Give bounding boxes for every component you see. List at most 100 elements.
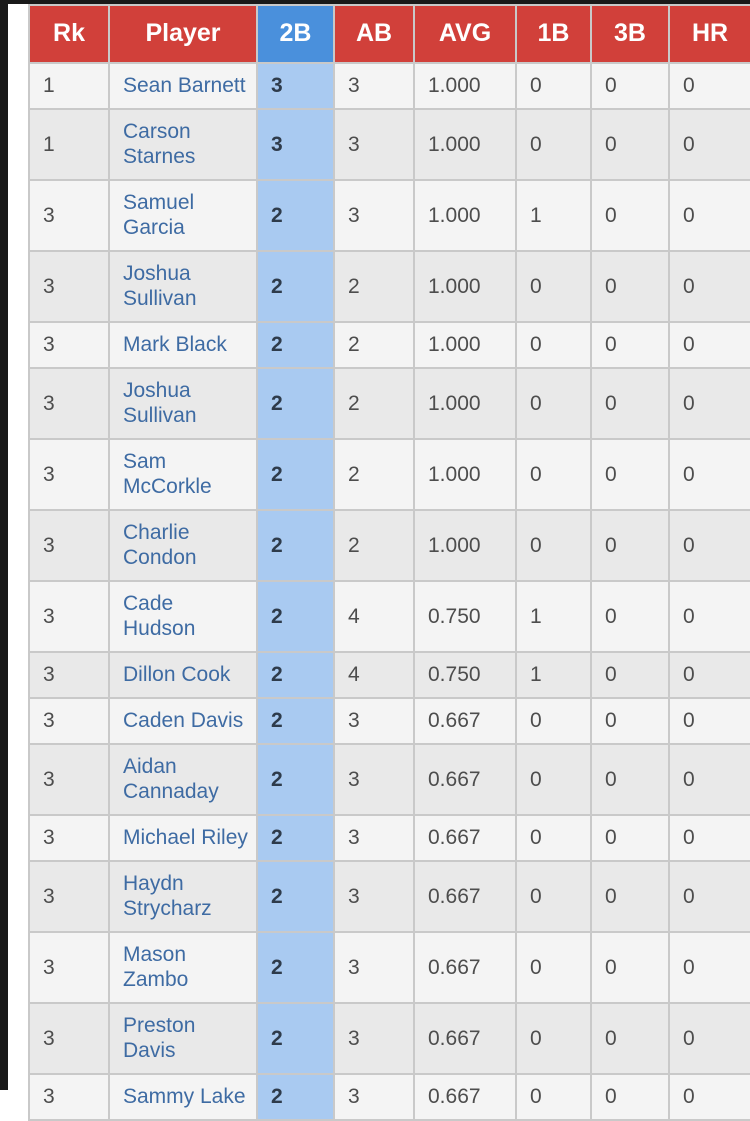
- cell-ab: 2: [333, 438, 415, 511]
- column-header-player[interactable]: Player: [108, 4, 258, 64]
- cell-3b: 0: [590, 509, 670, 582]
- cell-hr: 0: [668, 743, 750, 816]
- cell-rk: 1: [28, 62, 110, 110]
- cell-2b: 2: [256, 367, 335, 440]
- cell-2b: 2: [256, 651, 335, 699]
- cell-hr: 0: [668, 1002, 750, 1075]
- cell-ab: 3: [333, 814, 415, 862]
- cell-avg: 0.667: [413, 743, 517, 816]
- column-header-rk[interactable]: Rk: [28, 4, 110, 64]
- cell-hr: 0: [668, 250, 750, 323]
- cell-rk: 3: [28, 509, 110, 582]
- cell-hr: 0: [668, 580, 750, 653]
- cell-player: Sammy Lake: [108, 1073, 258, 1121]
- cell-rk: 3: [28, 1002, 110, 1075]
- cell-player: Sean Barnett: [108, 62, 258, 110]
- cell-2b: 2: [256, 860, 335, 933]
- cell-player: Michael Riley: [108, 814, 258, 862]
- cell-ab: 3: [333, 743, 415, 816]
- player-link[interactable]: Haydn Strycharz: [123, 872, 212, 920]
- cell-3b: 0: [590, 860, 670, 933]
- column-header-1b[interactable]: 1B: [515, 4, 592, 64]
- cell-2b: 2: [256, 814, 335, 862]
- cell-2b: 2: [256, 250, 335, 323]
- cell-hr: 0: [668, 651, 750, 699]
- column-header-hr[interactable]: HR: [668, 4, 750, 64]
- cell-player: Mark Black: [108, 321, 258, 369]
- cell-avg: 0.667: [413, 1073, 517, 1121]
- player-link[interactable]: Dillon Cook: [123, 663, 231, 686]
- cell-player: Carson Starnes: [108, 108, 258, 181]
- cell-2b: 2: [256, 743, 335, 816]
- cell-ab: 3: [333, 1073, 415, 1121]
- cell-2b: 2: [256, 321, 335, 369]
- player-link[interactable]: Preston Davis: [123, 1014, 196, 1062]
- table-row: 3 Dillon Cook 2 4 0.750 1 0 0: [28, 651, 750, 699]
- player-link[interactable]: Sammy Lake: [123, 1085, 246, 1108]
- cell-rk: 3: [28, 931, 110, 1004]
- cell-ab: 4: [333, 580, 415, 653]
- cell-avg: 0.667: [413, 860, 517, 933]
- player-link[interactable]: Michael Riley: [123, 826, 248, 849]
- cell-3b: 0: [590, 697, 670, 745]
- cell-avg: 1.000: [413, 438, 517, 511]
- player-link[interactable]: Carson Starnes: [123, 120, 196, 168]
- cell-avg: 1.000: [413, 179, 517, 252]
- cell-player: Joshua Sullivan: [108, 367, 258, 440]
- cell-rk: 3: [28, 1073, 110, 1121]
- cell-avg: 1.000: [413, 62, 517, 110]
- cell-1b: 0: [515, 509, 592, 582]
- cell-hr: 0: [668, 179, 750, 252]
- cell-player: Joshua Sullivan: [108, 250, 258, 323]
- cell-ab: 3: [333, 1002, 415, 1075]
- player-link[interactable]: Samuel Garcia: [123, 191, 195, 239]
- player-link[interactable]: Sean Barnett: [123, 74, 246, 97]
- cell-hr: 0: [668, 108, 750, 181]
- player-link[interactable]: Mason Zambo: [123, 943, 189, 991]
- cell-player: Samuel Garcia: [108, 179, 258, 252]
- player-link[interactable]: Sam McCorkle: [123, 450, 212, 498]
- column-header-3b[interactable]: 3B: [590, 4, 670, 64]
- cell-ab: 2: [333, 509, 415, 582]
- cell-player: Charlie Condon: [108, 509, 258, 582]
- cell-ab: 2: [333, 367, 415, 440]
- cell-rk: 3: [28, 697, 110, 745]
- cell-avg: 1.000: [413, 250, 517, 323]
- column-header-avg[interactable]: AVG: [413, 4, 517, 64]
- cell-player: Sam McCorkle: [108, 438, 258, 511]
- cell-avg: 0.750: [413, 651, 517, 699]
- cell-rk: 3: [28, 179, 110, 252]
- player-link[interactable]: Joshua Sullivan: [123, 262, 197, 310]
- cell-player: Caden Davis: [108, 697, 258, 745]
- cell-3b: 0: [590, 931, 670, 1004]
- left-edge-bar: [0, 0, 8, 1090]
- cell-1b: 0: [515, 62, 592, 110]
- cell-2b: 3: [256, 108, 335, 181]
- player-link[interactable]: Charlie Condon: [123, 521, 197, 569]
- player-link[interactable]: Aidan Cannaday: [123, 755, 219, 803]
- cell-avg: 1.000: [413, 509, 517, 582]
- cell-hr: 0: [668, 438, 750, 511]
- table-row: 3 Charlie Condon 2 2 1.000 0 0 0: [28, 509, 750, 582]
- cell-hr: 0: [668, 321, 750, 369]
- player-link[interactable]: Cade Hudson: [123, 592, 196, 640]
- player-link[interactable]: Joshua Sullivan: [123, 379, 197, 427]
- column-header-2b[interactable]: 2B: [256, 4, 335, 64]
- cell-3b: 0: [590, 1002, 670, 1075]
- cell-2b: 2: [256, 931, 335, 1004]
- table-row: 3 Preston Davis 2 3 0.667 0 0 0: [28, 1002, 750, 1075]
- player-link[interactable]: Mark Black: [123, 333, 227, 356]
- column-header-ab[interactable]: AB: [333, 4, 415, 64]
- cell-2b: 2: [256, 1002, 335, 1075]
- cell-rk: 3: [28, 860, 110, 933]
- cell-rk: 1: [28, 108, 110, 181]
- cell-2b: 2: [256, 179, 335, 252]
- cell-hr: 0: [668, 367, 750, 440]
- player-link[interactable]: Caden Davis: [123, 709, 244, 732]
- cell-1b: 0: [515, 321, 592, 369]
- cell-3b: 0: [590, 321, 670, 369]
- table-row: 1 Carson Starnes 3 3 1.000 0 0 0: [28, 108, 750, 181]
- table-row: 3 Caden Davis 2 3 0.667 0 0 0: [28, 697, 750, 745]
- cell-hr: 0: [668, 814, 750, 862]
- cell-3b: 0: [590, 179, 670, 252]
